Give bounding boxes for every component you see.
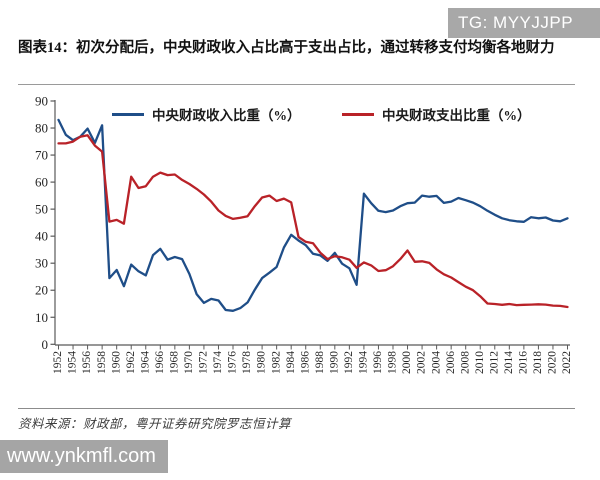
x-axis-tick-label: 2022 bbox=[561, 351, 573, 374]
title-divider bbox=[18, 84, 575, 85]
expenditure-share-line bbox=[57, 134, 569, 309]
x-axis-tick-label: 1988 bbox=[314, 351, 326, 374]
x-axis-tick-label: 2006 bbox=[445, 351, 457, 374]
x-axis-tick-label: 2002 bbox=[416, 351, 428, 374]
revenue-share-line bbox=[57, 118, 569, 312]
x-axis-tick-label: 2016 bbox=[518, 351, 530, 374]
x-axis-tick-label: 1996 bbox=[372, 351, 384, 374]
x-axis-tick-label: 2010 bbox=[474, 351, 486, 374]
revenue-line-swatch bbox=[112, 112, 144, 116]
y-axis-tick-label: 50 bbox=[35, 202, 48, 217]
chart-title: 图表14：初次分配后，中央财政收入占比高于支出占比，通过转移支付均衡各地财力 bbox=[18, 40, 555, 56]
legend-label-revenue: 中央财政收入比重（%） bbox=[152, 108, 301, 123]
x-axis-tick-label: 1978 bbox=[241, 351, 253, 374]
x-axis-tick-label: 1990 bbox=[328, 351, 340, 374]
x-axis-tick-label: 1976 bbox=[227, 351, 239, 374]
x-axis-tick-label: 1952 bbox=[52, 351, 64, 374]
y-axis-tick-label: 70 bbox=[35, 148, 48, 163]
x-axis-tick-label: 1962 bbox=[125, 351, 137, 374]
x-axis-tick-label: 1956 bbox=[81, 351, 93, 374]
x-axis-tick-label: 1958 bbox=[96, 351, 108, 374]
y-axis-tick-label: 0 bbox=[42, 337, 49, 352]
x-axis-tick-label: 2008 bbox=[459, 351, 471, 374]
x-axis-tick-label: 1974 bbox=[212, 351, 224, 374]
x-axis-tick-label: 1960 bbox=[110, 351, 122, 374]
legend-label-expenditure: 中央财政支出比重（%） bbox=[382, 108, 531, 123]
expenditure-line-swatch bbox=[342, 112, 374, 116]
x-axis-tick-label: 1964 bbox=[139, 351, 151, 374]
x-axis-tick-label: 2004 bbox=[430, 351, 442, 374]
x-axis-tick-label: 1982 bbox=[270, 351, 282, 374]
x-axis-tick-label: 1994 bbox=[358, 351, 370, 374]
x-axis-tick-label: 2018 bbox=[532, 351, 544, 374]
x-axis-tick-label: 2012 bbox=[488, 351, 500, 374]
y-axis-tick-label: 80 bbox=[35, 121, 48, 136]
y-axis-tick-label: 10 bbox=[35, 310, 48, 325]
y-axis-tick-label: 30 bbox=[35, 256, 48, 271]
telegram-badge: TG: MYYJJPP bbox=[448, 8, 600, 38]
x-axis-tick-label: 1998 bbox=[387, 351, 399, 374]
x-axis-tick-label: 1972 bbox=[198, 351, 210, 374]
y-axis-tick-label: 90 bbox=[35, 94, 48, 109]
y-axis-tick-label: 60 bbox=[35, 175, 48, 190]
x-axis-tick-label: 1968 bbox=[168, 351, 180, 374]
x-axis-tick-label: 1986 bbox=[299, 351, 311, 374]
x-axis-tick-label: 2020 bbox=[547, 351, 559, 374]
x-axis-tick-label: 1980 bbox=[256, 351, 268, 374]
y-axis-tick-label: 20 bbox=[35, 283, 48, 298]
x-axis-tick-label: 1966 bbox=[154, 351, 166, 374]
x-axis-tick-label: 1970 bbox=[183, 351, 195, 374]
x-axis-tick-label: 1992 bbox=[343, 351, 355, 374]
legend-item-expenditure: 中央财政支出比重（%） bbox=[342, 104, 531, 124]
source-divider bbox=[18, 408, 575, 409]
legend-item-revenue: 中央财政收入比重（%） bbox=[112, 104, 301, 124]
x-axis-tick-label: 1954 bbox=[67, 351, 79, 374]
site-watermark: www.ynkmfl.com bbox=[0, 440, 168, 473]
source-note: 资料来源：财政部，粤开证券研究院罗志恒计算 bbox=[18, 417, 292, 431]
x-axis-tick-label: 1984 bbox=[285, 351, 297, 374]
y-axis-tick-label: 40 bbox=[35, 229, 48, 244]
x-axis-tick-label: 2014 bbox=[503, 351, 515, 374]
x-axis-tick-label: 2000 bbox=[401, 351, 413, 374]
